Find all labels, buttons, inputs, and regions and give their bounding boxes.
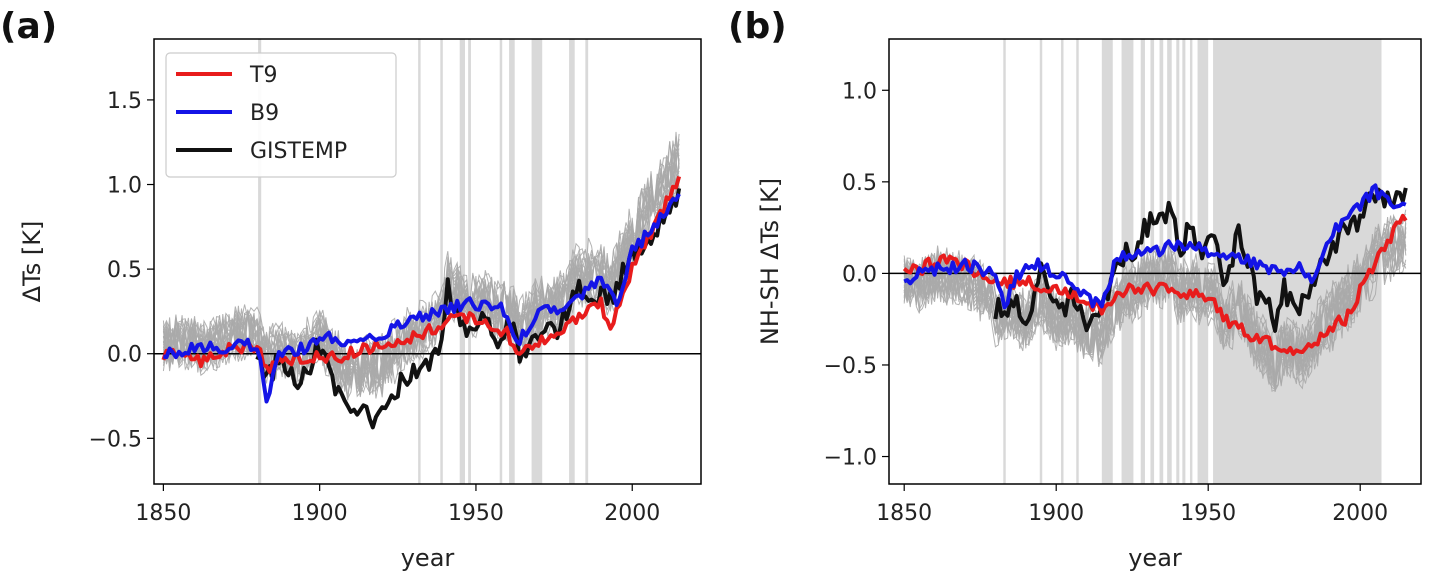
shaded-year-band: [468, 39, 471, 484]
legend-label-t9: T9: [249, 63, 277, 88]
shaded-year-band: [1190, 39, 1192, 484]
shaded-year-band: [418, 39, 421, 484]
x-axis-title: year: [1128, 544, 1182, 572]
legend-label-b9: B9: [250, 101, 279, 126]
y-axis-title: NH-SH ΔTs [K]: [756, 178, 784, 345]
shaded-year-band: [1061, 39, 1063, 484]
shaded-year-band: [460, 39, 465, 484]
y-tick-label: 0.5: [842, 171, 877, 196]
x-tick-label: 2000: [1332, 501, 1388, 526]
shaded-year-band: [440, 39, 443, 484]
panel-a: 1850 1900 1950 2000 −0.5 0.0 0.5 1.0 1.5 year ΔTs …: [0, 6, 701, 572]
y-tick-label: 1.5: [107, 89, 142, 114]
panel-label: (b): [728, 6, 787, 47]
shaded-year-band: [1003, 39, 1005, 484]
shaded-year-band: [500, 39, 503, 484]
y-tick-label: 0.0: [107, 343, 142, 368]
y-tick-label: 0.5: [107, 258, 142, 283]
shaded-year-band: [1176, 39, 1179, 484]
shaded-year-band: [509, 39, 515, 484]
y-axis-title: ΔTs [K]: [18, 221, 46, 303]
panel-b: 1850 1900 1950 2000 −1.0 −0.5 0.0 0.5 1.0 year NH-…: [728, 6, 1421, 572]
legend-label-gistemp: GISTEMP: [250, 139, 347, 164]
y-tick-label: −0.5: [824, 354, 877, 379]
legend: T9 B9 GISTEMP: [166, 53, 396, 177]
x-tick-label: 1850: [876, 501, 932, 526]
shaded-year-band: [532, 39, 543, 484]
x-axis-title: year: [401, 544, 455, 572]
figure: 1850 1900 1950 2000 −0.5 0.0 0.5 1.0 1.5 year ΔTs …: [0, 0, 1440, 574]
shaded-year-band: [1076, 39, 1078, 484]
y-tick-label: 1.0: [842, 79, 877, 104]
x-tick-label: 1900: [292, 501, 348, 526]
shaded-year-band: [1102, 39, 1113, 484]
x-tick-label: 2000: [604, 501, 660, 526]
x-tick-label: 1950: [1180, 501, 1236, 526]
y-tick-label: −0.5: [89, 427, 142, 452]
shaded-year-band: [1198, 39, 1209, 484]
panel-label: (a): [0, 6, 57, 47]
plot-area: [889, 39, 1421, 484]
x-tick-label: 1900: [1028, 501, 1084, 526]
y-tick-label: 0.0: [842, 262, 877, 287]
x-tick-label: 1850: [135, 501, 191, 526]
y-tick-label: 1.0: [107, 174, 142, 199]
x-tick-label: 1950: [448, 501, 504, 526]
y-tick-label: −1.0: [824, 446, 877, 471]
